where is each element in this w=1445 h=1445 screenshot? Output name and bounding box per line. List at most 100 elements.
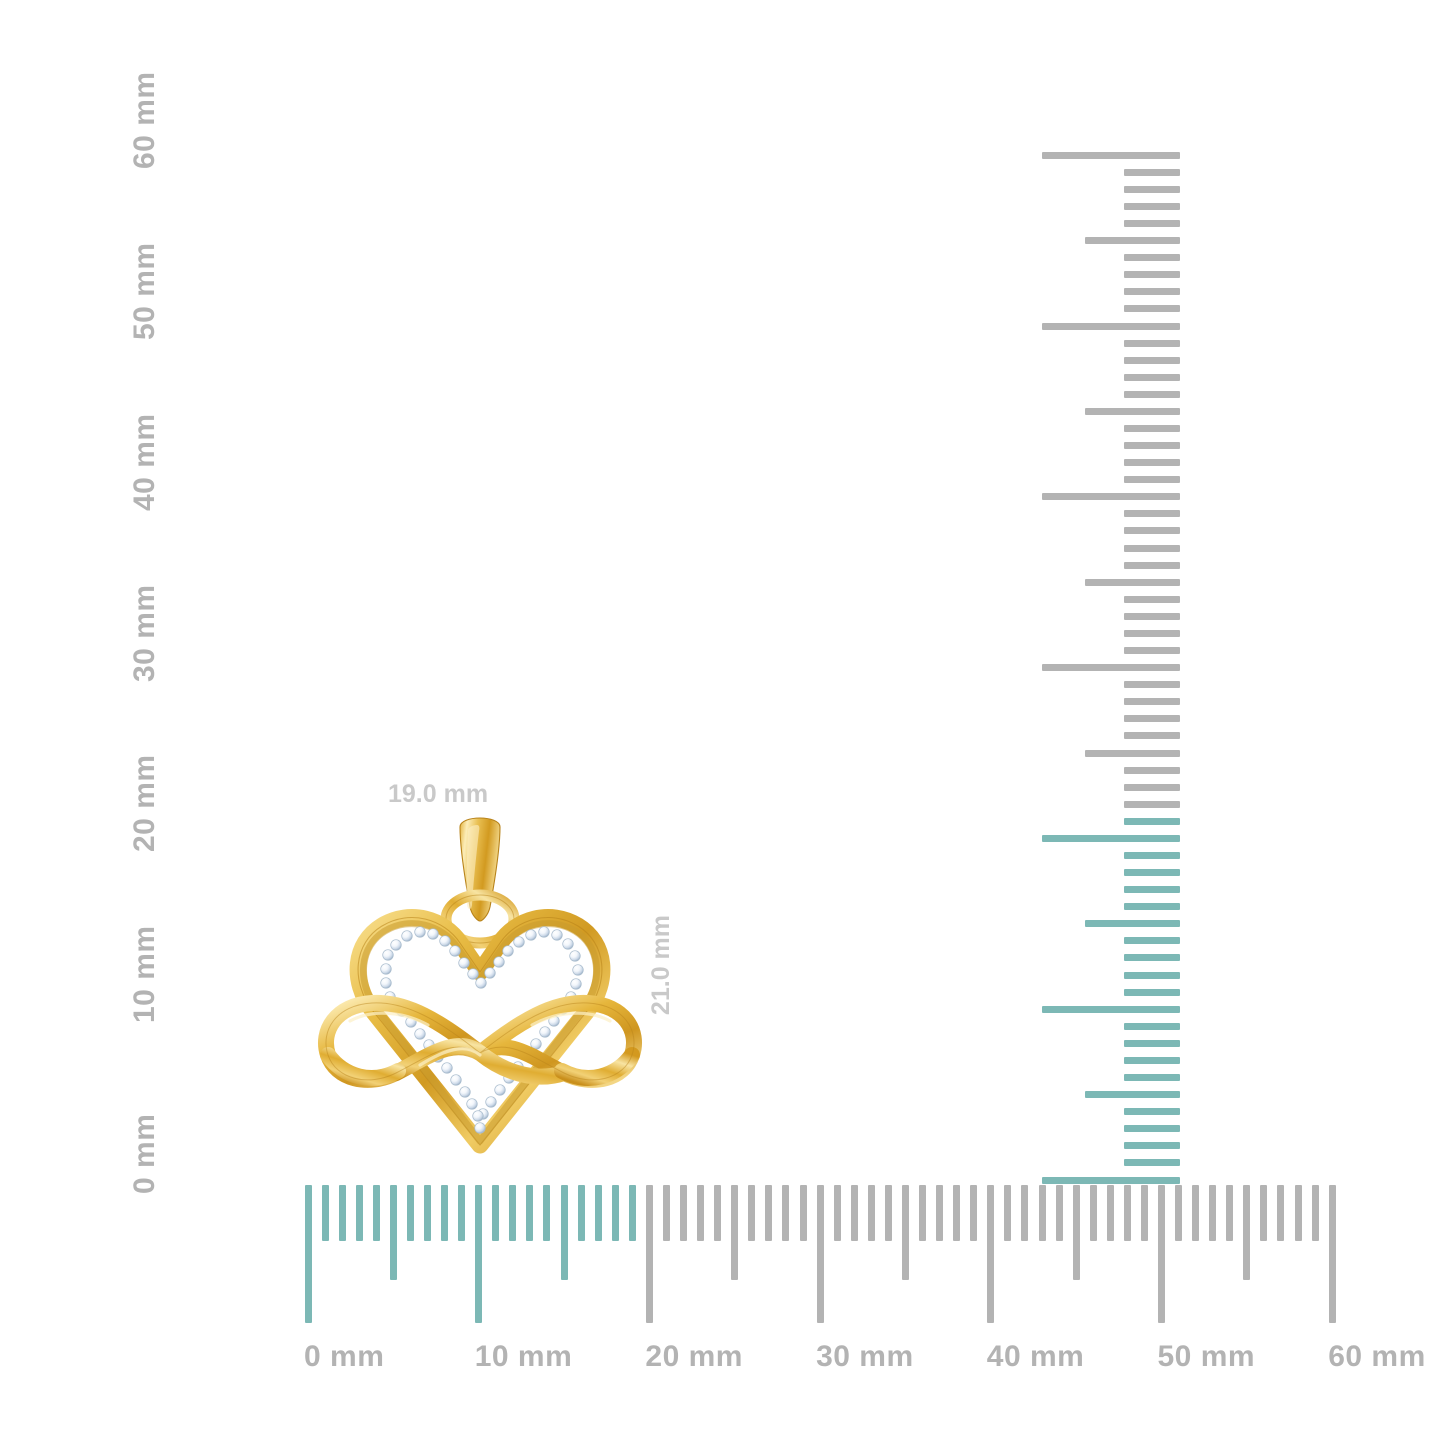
vertical-ruler-tick-14mm: [1124, 937, 1180, 945]
horizontal-ruler-tick-28mm: [782, 1185, 790, 1241]
horizontal-ruler-tick-45mm: [1072, 1185, 1080, 1280]
horizontal-ruler-tick-12mm: [509, 1185, 517, 1241]
horizontal-ruler-label-50mm: 50 mm: [1157, 1340, 1256, 1373]
horizontal-ruler-tick-52mm: [1192, 1185, 1200, 1241]
horizontal-ruler-tick-36mm: [919, 1185, 927, 1241]
horizontal-ruler-tick-1mm: [321, 1185, 329, 1241]
horizontal-ruler-tick-6mm: [406, 1185, 414, 1241]
horizontal-ruler-tick-21mm: [662, 1185, 670, 1241]
horizontal-ruler-tick-7mm: [423, 1185, 431, 1241]
vertical-ruler-tick-2mm: [1124, 1142, 1180, 1150]
vertical-ruler-tick-26mm: [1124, 732, 1180, 740]
vertical-ruler-tick-31mm: [1124, 647, 1180, 655]
horizontal-ruler-tick-17mm: [594, 1185, 602, 1241]
vertical-ruler-tick-9mm: [1124, 1022, 1180, 1030]
horizontal-ruler-tick-11mm: [492, 1185, 500, 1241]
horizontal-ruler-tick-58mm: [1294, 1185, 1302, 1241]
vertical-ruler-tick-44mm: [1124, 424, 1180, 432]
horizontal-ruler-tick-19mm: [628, 1185, 636, 1241]
horizontal-ruler-tick-49mm: [1140, 1185, 1148, 1241]
horizontal-ruler-tick-3mm: [355, 1185, 363, 1241]
horizontal-ruler-tick-50mm: [1158, 1185, 1165, 1323]
horizontal-ruler-tick-24mm: [714, 1185, 722, 1241]
vertical-ruler-tick-10mm: [1042, 1005, 1180, 1013]
vertical-ruler-tick-3mm: [1124, 1125, 1180, 1133]
horizontal-ruler-tick-51mm: [1175, 1185, 1183, 1241]
horizontal-ruler-tick-10mm: [475, 1185, 483, 1323]
vertical-ruler-tick-16mm: [1124, 903, 1180, 911]
horizontal-ruler-tick-43mm: [1038, 1185, 1046, 1241]
horizontal-ruler-tick-26mm: [748, 1185, 756, 1241]
vertical-ruler-tick-34mm: [1124, 595, 1180, 603]
vertical-ruler-tick-28mm: [1124, 698, 1180, 706]
vertical-ruler-tick-36mm: [1124, 561, 1180, 569]
horizontal-ruler-tick-55mm: [1243, 1185, 1251, 1280]
horizontal-ruler-tick-53mm: [1209, 1185, 1217, 1241]
horizontal-ruler-tick-2mm: [338, 1185, 346, 1241]
vertical-ruler-tick-59mm: [1124, 168, 1180, 176]
vertical-ruler-tick-49mm: [1124, 339, 1180, 347]
horizontal-ruler-label-20mm: 20 mm: [645, 1340, 743, 1373]
horizontal-ruler-tick-8mm: [441, 1185, 449, 1241]
horizontal-ruler-tick-35mm: [901, 1185, 909, 1280]
vertical-ruler-tick-13mm: [1124, 954, 1180, 962]
vertical-ruler-tick-7mm: [1124, 1056, 1180, 1064]
vertical-ruler-tick-8mm: [1124, 1039, 1180, 1047]
vertical-ruler-tick-55mm: [1085, 237, 1180, 245]
horizontal-ruler-tick-48mm: [1123, 1185, 1131, 1241]
horizontal-ruler-tick-23mm: [697, 1185, 705, 1241]
vertical-ruler-tick-51mm: [1124, 305, 1180, 313]
vertical-ruler-tick-24mm: [1124, 766, 1180, 774]
vertical-ruler-tick-25mm: [1085, 749, 1180, 757]
vertical-ruler-tick-56mm: [1124, 220, 1180, 228]
horizontal-ruler-tick-20mm: [645, 1185, 653, 1323]
horizontal-ruler-tick-30mm: [816, 1185, 824, 1323]
product-image-infinity-heart-pendant: [310, 815, 650, 1185]
horizontal-ruler-tick-44mm: [1055, 1185, 1063, 1241]
horizontal-ruler-tick-34mm: [884, 1185, 892, 1241]
vertical-ruler-tick-11mm: [1124, 988, 1180, 996]
horizontal-ruler-tick-25mm: [731, 1185, 739, 1280]
vertical-ruler-tick-39mm: [1124, 510, 1180, 518]
horizontal-ruler-tick-39mm: [970, 1185, 978, 1241]
vertical-ruler-label-0mm: 0 mm: [128, 1113, 161, 1194]
horizontal-ruler-tick-33mm: [867, 1185, 875, 1241]
vertical-ruler-tick-29mm: [1124, 681, 1180, 689]
horizontal-ruler-tick-29mm: [799, 1185, 807, 1241]
vertical-ruler-tick-58mm: [1124, 185, 1180, 193]
vertical-ruler-label-40mm: 40 mm: [128, 413, 161, 511]
vertical-ruler-tick-33mm: [1124, 612, 1180, 620]
horizontal-ruler-tick-16mm: [577, 1185, 585, 1241]
vertical-ruler-tick-19mm: [1124, 851, 1180, 859]
vertical-ruler-tick-18mm: [1124, 869, 1180, 877]
vertical-ruler-tick-4mm: [1124, 1108, 1180, 1116]
horizontal-ruler-tick-31mm: [833, 1185, 841, 1241]
vertical-ruler-tick-22mm: [1124, 800, 1180, 808]
horizontal-ruler-tick-13mm: [526, 1185, 534, 1241]
vertical-ruler-tick-43mm: [1124, 442, 1180, 450]
height-dimension-label: 21.0 mm: [647, 915, 675, 1016]
vertical-ruler-tick-12mm: [1124, 971, 1180, 979]
vertical-ruler-tick-17mm: [1124, 886, 1180, 894]
horizontal-ruler-tick-57mm: [1277, 1185, 1285, 1241]
horizontal-ruler-tick-0mm: [304, 1185, 312, 1323]
vertical-ruler-tick-57mm: [1124, 202, 1180, 210]
horizontal-ruler-label-40mm: 40 mm: [986, 1340, 1085, 1373]
horizontal-ruler-tick-37mm: [936, 1185, 944, 1241]
horizontal-ruler-tick-59mm: [1311, 1185, 1319, 1241]
vertical-ruler-tick-38mm: [1124, 527, 1180, 535]
horizontal-ruler-tick-38mm: [953, 1185, 961, 1241]
vertical-ruler-label-20mm: 20 mm: [128, 754, 161, 853]
vertical-ruler-tick-47mm: [1124, 373, 1180, 381]
vertical-ruler-tick-50mm: [1042, 322, 1180, 330]
horizontal-ruler-tick-18mm: [611, 1185, 619, 1241]
horizontal-ruler-tick-47mm: [1106, 1185, 1114, 1241]
vertical-ruler-tick-5mm: [1085, 1091, 1180, 1099]
vertical-ruler-tick-23mm: [1124, 783, 1180, 791]
vertical-ruler-tick-1mm: [1124, 1159, 1180, 1167]
vertical-ruler-tick-54mm: [1124, 254, 1180, 262]
vertical-ruler-tick-41mm: [1124, 476, 1180, 484]
horizontal-ruler-tick-9mm: [458, 1185, 466, 1241]
horizontal-ruler-tick-22mm: [680, 1185, 688, 1241]
